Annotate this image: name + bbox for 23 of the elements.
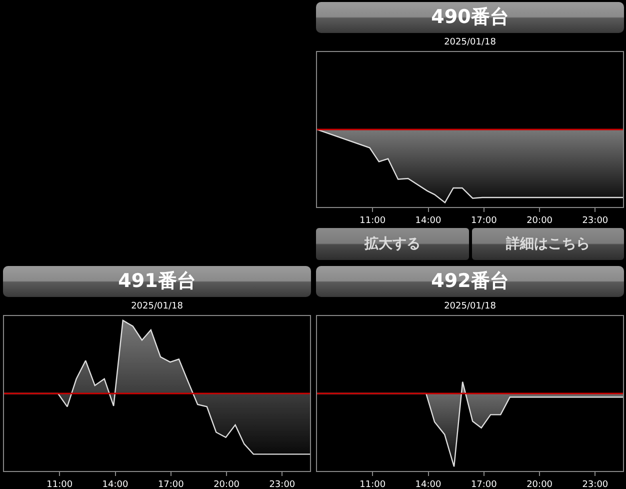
x-tick-label: 11:00	[360, 480, 386, 489]
x-tick-label: 17:00	[158, 480, 184, 489]
chart-subtitle: 2025/01/18	[444, 37, 496, 48]
x-tick-label: 14:00	[415, 216, 442, 226]
x-tick-label: 20:00	[526, 480, 553, 489]
chart-subtitle: 2025/01/18	[444, 301, 496, 312]
x-tick-label: 11:00	[360, 216, 386, 226]
x-tick-label: 20:00	[214, 480, 240, 489]
x-tick-label: 17:00	[470, 216, 498, 226]
chart-subtitle: 2025/01/18	[131, 301, 184, 312]
x-tick-label: 23:00	[582, 480, 608, 489]
x-tick-label: 23:00	[582, 216, 608, 226]
text: 詳細はこちら	[472, 228, 624, 260]
x-tick-label: 17:00	[470, 480, 498, 489]
x-tick-label: 20:00	[526, 216, 553, 226]
chart-title: 490番台	[316, 2, 624, 33]
x-tick-label: 14:00	[415, 480, 442, 489]
x-tick-label: 14:00	[102, 480, 129, 489]
x-tick-label: 23:00	[269, 480, 296, 489]
chart-title: 491番台	[3, 266, 311, 297]
x-tick-label: 11:00	[46, 480, 73, 489]
chart-title: 492番台	[316, 266, 624, 297]
text: 拡大する	[316, 228, 468, 260]
